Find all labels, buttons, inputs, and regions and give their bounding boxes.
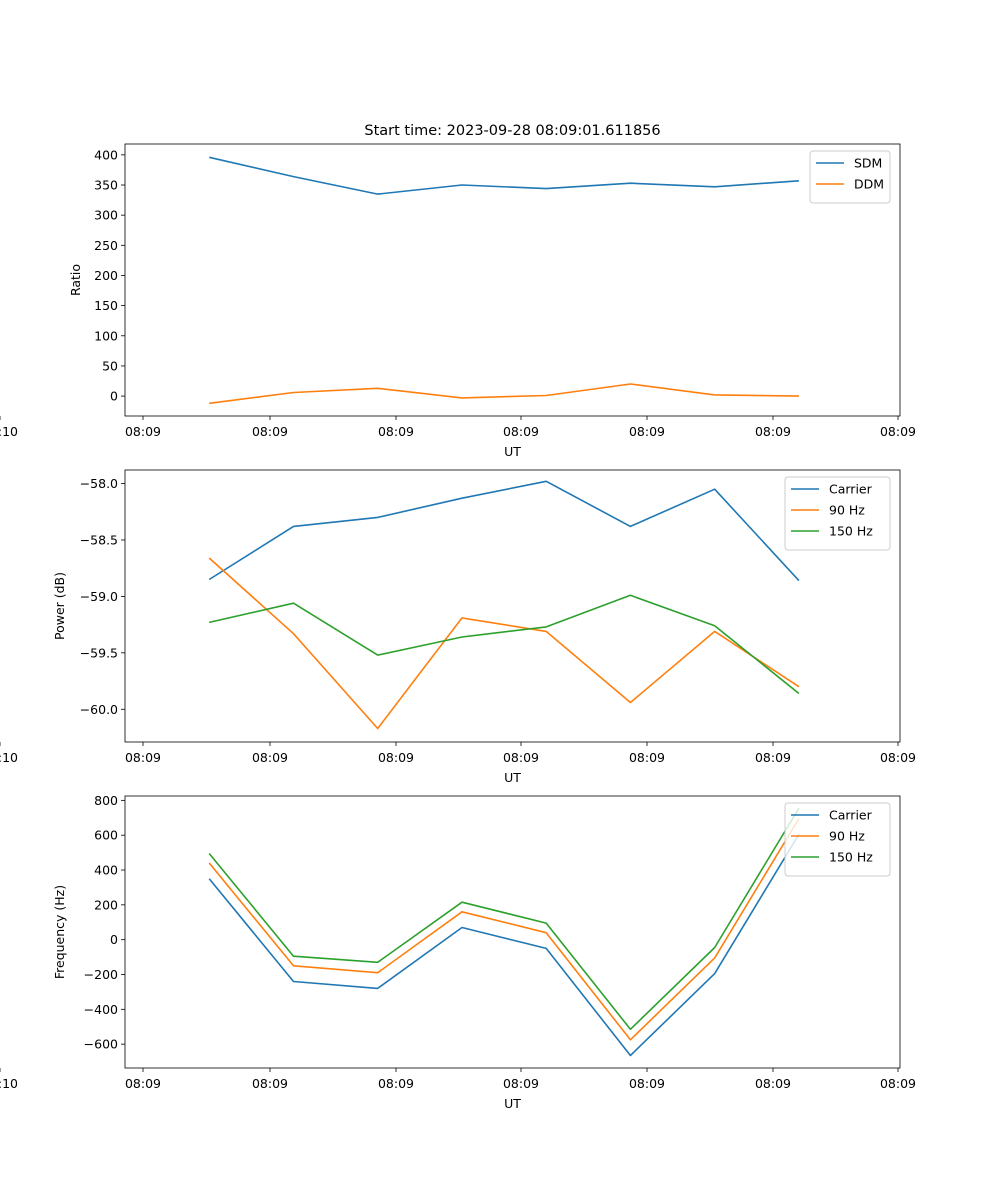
y-tick-label: 50 xyxy=(102,358,118,373)
y-tick-label: 400 xyxy=(94,863,118,878)
y-tick-label: 200 xyxy=(94,268,118,283)
x-tick-label: 08:09 xyxy=(880,424,916,439)
x-tick-label: 08:09 xyxy=(125,424,161,439)
y-tick-label: 150 xyxy=(94,298,118,313)
y-tick-label: −59.0 xyxy=(80,589,118,604)
x-tick-label: 08:09 xyxy=(378,424,414,439)
x-tick-label: 08:09 xyxy=(503,1076,539,1091)
series-line-sdm xyxy=(209,156,799,195)
x-tick-label: 08:09 xyxy=(629,1076,665,1091)
axes-frame xyxy=(124,795,901,1069)
x-tick-label: 08:10 xyxy=(0,1076,18,1091)
x-tick-label: 08:09 xyxy=(755,750,791,765)
y-tick-label: 400 xyxy=(94,147,118,162)
legend-label: SDM xyxy=(854,156,882,171)
x-tick-label: 08:09 xyxy=(755,1076,791,1091)
x-tick-label: 08:09 xyxy=(503,750,539,765)
y-tick-label: 0 xyxy=(110,932,118,947)
series-line-150-hz xyxy=(209,594,800,695)
y-tick-label: 800 xyxy=(94,793,118,808)
y-tick-label: 200 xyxy=(94,897,118,912)
x-axis-label: UT xyxy=(504,770,521,785)
legend: Carrier 90 Hz 150 Hz xyxy=(784,802,891,877)
y-tick-label: −200 xyxy=(84,967,118,982)
axes-frame xyxy=(124,469,901,743)
legend-box xyxy=(809,150,891,204)
legend-label: Carrier xyxy=(829,482,873,497)
series-line-150-hz xyxy=(208,807,800,1031)
legend-label: 90 Hz xyxy=(829,503,865,518)
y-tick-label: 250 xyxy=(94,238,118,253)
chart-panel-2: −60.0 −59.5 −59.0 −58.5 −58.0 08:09 08:09 08:09… xyxy=(0,469,916,785)
y-tick-label: 600 xyxy=(94,828,118,843)
legend-label: 150 Hz xyxy=(829,850,873,865)
series-line-carrier xyxy=(208,480,800,582)
x-tick-label: 08:09 xyxy=(755,424,791,439)
y-tick-label: −59.5 xyxy=(80,645,118,660)
y-tick-label: 100 xyxy=(94,328,118,343)
x-axis-label: UT xyxy=(504,444,521,459)
x-tick-label: 08:09 xyxy=(252,750,288,765)
legend: Carrier 90 Hz 150 Hz xyxy=(784,476,891,551)
x-tick-label: 08:09 xyxy=(880,750,916,765)
x-tick-label: 08:09 xyxy=(378,1076,414,1091)
x-tick-label: 08:09 xyxy=(880,1076,916,1091)
x-tick-label: 08:09 xyxy=(378,750,414,765)
legend: SDM DDM xyxy=(809,150,891,204)
x-tick-label: 08:09 xyxy=(503,424,539,439)
x-tick-label: 08:09 xyxy=(629,424,665,439)
y-axis-label: Frequency (Hz) xyxy=(52,885,67,979)
chart-panel-1: Start time: 2023-09-28 08:09:01.611856 0 5… xyxy=(0,123,916,459)
y-tick-label: −400 xyxy=(84,1002,118,1017)
chart-title: Start time: 2023-09-28 08:09:01.611856 xyxy=(364,123,660,139)
legend-label: 150 Hz xyxy=(829,524,873,539)
y-tick-label: −600 xyxy=(84,1037,118,1052)
series-line-90-hz xyxy=(208,818,800,1041)
y-axis-label: Power (dB) xyxy=(52,572,67,640)
y-tick-label: −58.5 xyxy=(80,532,118,547)
x-axis-label: UT xyxy=(504,1096,521,1111)
y-axis-label: Ratio xyxy=(68,264,83,296)
x-tick-label: 08:09 xyxy=(125,1076,161,1091)
axes-frame xyxy=(124,143,901,417)
x-tick-label: 08:10 xyxy=(0,750,18,765)
x-tick-label: 08:09 xyxy=(629,750,665,765)
y-tick-label: −60.0 xyxy=(80,702,118,717)
legend-label: DDM xyxy=(854,177,884,192)
y-tick-label: −58.0 xyxy=(80,476,118,491)
series-line-carrier xyxy=(208,833,800,1057)
series-line-ddm xyxy=(209,383,799,405)
chart-panel-3: −600 −400 −200 0 200 400 600 800 08:09 08:09 08:09… xyxy=(0,793,916,1111)
y-tick-label: 350 xyxy=(94,178,118,193)
x-tick-label: 08:10 xyxy=(0,424,18,439)
x-tick-label: 08:09 xyxy=(252,424,288,439)
series-line-90-hz xyxy=(208,557,800,730)
x-tick-label: 08:09 xyxy=(252,1076,288,1091)
legend-label: Carrier xyxy=(829,808,873,823)
y-tick-label: 0 xyxy=(110,389,118,404)
x-tick-label: 08:09 xyxy=(125,750,161,765)
legend-label: 90 Hz xyxy=(829,829,865,844)
y-tick-label: 300 xyxy=(94,208,118,223)
